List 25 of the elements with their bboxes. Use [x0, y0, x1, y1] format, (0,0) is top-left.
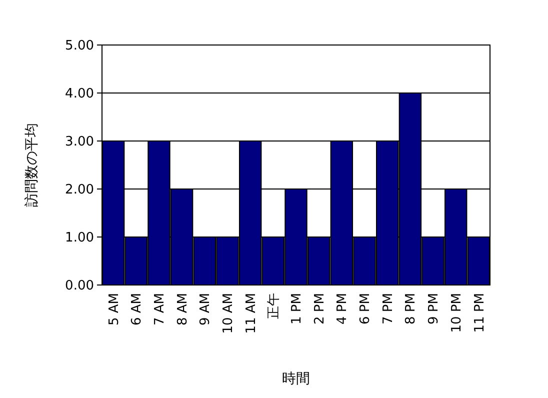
x-tick-label: 1 PM	[290, 293, 305, 324]
x-tick-label: 9 PM	[426, 293, 442, 324]
x-axis-title: 時間	[282, 371, 310, 387]
x-tick-label: 8 AM	[175, 293, 190, 326]
y-tick-label: 0.00	[65, 278, 94, 294]
x-tick-label: 7 AM	[152, 293, 168, 326]
x-tick-label: 10 PM	[449, 293, 464, 333]
y-tick-label: 5.00	[65, 38, 94, 54]
x-tick-label: 8 PM	[404, 293, 419, 324]
y-tick-label: 2.00	[65, 182, 94, 198]
x-tick-label: 7 PM	[380, 293, 396, 324]
y-tick-label: 3.00	[65, 134, 94, 150]
x-tick-label: 6 AM	[130, 293, 145, 326]
x-tick-label: 9 AM	[198, 293, 214, 326]
x-tick-label: 4 PM	[335, 293, 350, 324]
y-axis-title: 訪問数の平均	[24, 123, 40, 207]
x-tick-label: 11 AM	[244, 293, 259, 334]
x-tick-label: 6 PM	[358, 293, 374, 324]
x-tick-label: 10 AM	[221, 293, 236, 334]
x-tick-label: 2 PM	[312, 293, 328, 324]
y-tick-label: 1.00	[65, 230, 94, 246]
x-tick-label: 5 AM	[106, 293, 122, 326]
y-tick-label: 4.00	[65, 86, 94, 102]
x-tick-label: 11 PM	[472, 293, 488, 333]
x-tick-label: 正午	[266, 293, 282, 319]
